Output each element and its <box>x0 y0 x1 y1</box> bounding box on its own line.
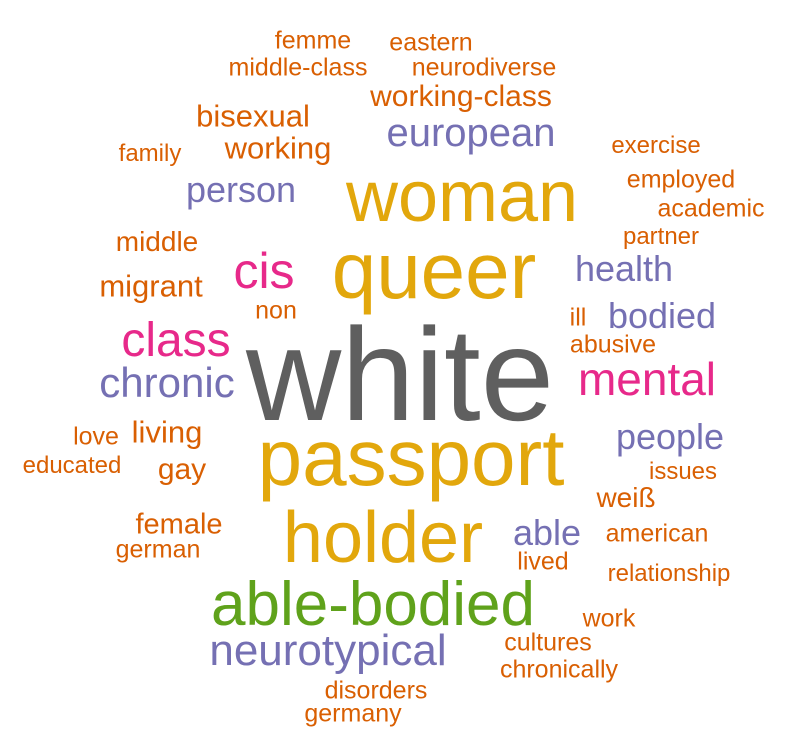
word-ill: ill <box>569 303 587 332</box>
word-issues: issues <box>648 458 718 485</box>
word-holder: holder <box>282 498 484 578</box>
word-class: class <box>121 314 231 367</box>
word-exercise: exercise <box>611 132 701 159</box>
word-partner: partner <box>622 223 700 250</box>
word-femme: femme <box>274 26 352 55</box>
word-gay: gay <box>157 453 207 486</box>
word-neurotypical: neurotypical <box>209 626 447 675</box>
word-non: non <box>255 296 297 325</box>
word-passport: passport <box>257 413 565 502</box>
word-lived: lived <box>517 547 569 576</box>
word-health: health <box>574 248 674 289</box>
word-able: able <box>512 512 582 553</box>
word-queer: queer <box>331 226 537 315</box>
word-family: family <box>118 140 182 167</box>
word-female: female <box>135 508 223 541</box>
word-working-class: working-class <box>370 80 552 113</box>
word-cultures: cultures <box>504 628 592 657</box>
word-cis: cis <box>233 243 295 299</box>
word-person: person <box>185 169 297 210</box>
word-work: work <box>582 604 636 633</box>
word-working: working <box>224 130 332 166</box>
word-neurodiverse: neurodiverse <box>411 53 557 82</box>
word-chronically: chronically <box>499 655 619 684</box>
word-people: people <box>615 416 725 457</box>
word-bodied: bodied <box>607 295 717 336</box>
word-academic: academic <box>657 194 765 223</box>
word-eastern: eastern <box>389 28 473 57</box>
word-migrant: migrant <box>99 268 203 304</box>
word-abusive: abusive <box>569 330 657 359</box>
word-middle-class: middle-class <box>228 53 368 82</box>
word-disorders: disorders <box>324 676 428 705</box>
word-educated: educated <box>22 452 122 479</box>
word-european: european <box>386 111 556 155</box>
word-middle: middle <box>115 226 199 257</box>
word-mental: mental <box>577 353 717 405</box>
word-germany: germany <box>304 699 402 728</box>
word-white: white <box>245 301 555 448</box>
word-german: german <box>115 535 201 564</box>
word-living: living <box>131 414 203 450</box>
word-love: love <box>73 422 119 451</box>
word-chronic: chronic <box>99 359 235 406</box>
word-able-bodied: able-bodied <box>210 570 536 639</box>
word-bisexual: bisexual <box>196 98 310 134</box>
word-employed: employed <box>626 165 736 194</box>
word-woman: woman <box>345 157 579 237</box>
word-weiß: weiß <box>596 482 656 513</box>
word-american: american <box>605 519 709 548</box>
word-relationship: relationship <box>607 560 731 587</box>
